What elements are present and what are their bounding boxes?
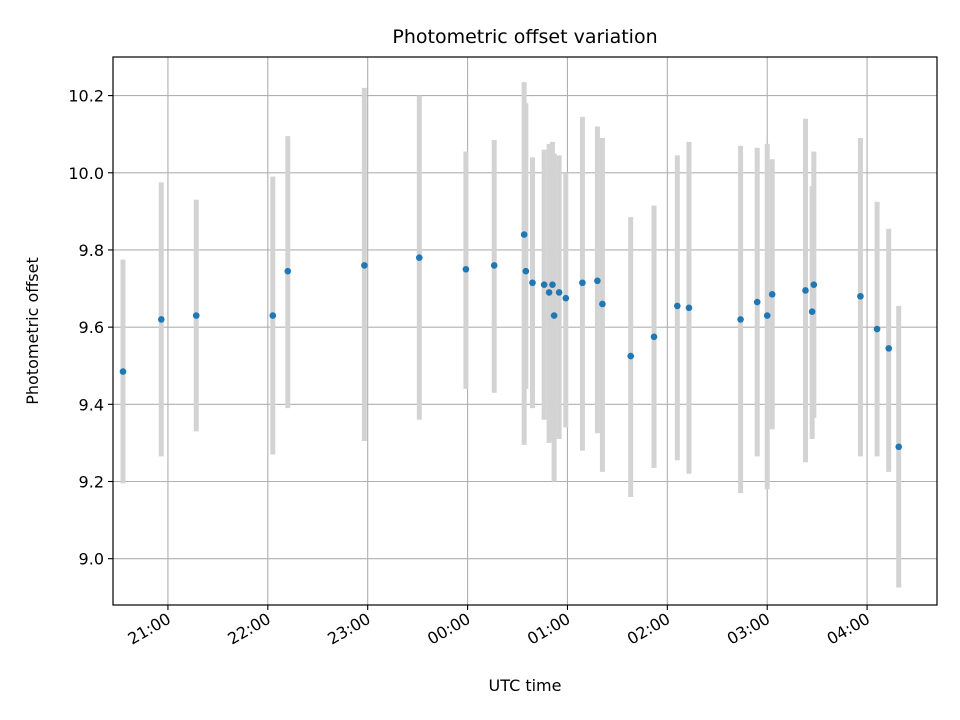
x-axis-label: UTC time xyxy=(489,676,562,695)
data-point xyxy=(529,279,536,287)
y-tick-label: 9.8 xyxy=(79,241,104,260)
data-point xyxy=(490,262,498,269)
data-point xyxy=(522,267,530,275)
data-point xyxy=(192,312,200,319)
data-point xyxy=(768,291,776,298)
data-point xyxy=(885,345,893,352)
data-point xyxy=(361,262,368,269)
data-point xyxy=(555,289,563,296)
data-point xyxy=(737,316,744,323)
data-point xyxy=(579,279,586,287)
data-point xyxy=(810,281,818,288)
y-tick-label: 10.2 xyxy=(68,87,104,106)
data-point xyxy=(520,231,528,238)
data-point xyxy=(599,300,606,308)
data-point xyxy=(650,333,658,341)
data-point xyxy=(415,254,423,261)
data-point xyxy=(284,267,292,275)
y-axis-label: Photometric offset xyxy=(23,257,42,405)
data-point xyxy=(763,312,771,319)
data-point xyxy=(802,287,809,294)
plot-frame xyxy=(112,56,938,606)
y-tick-label: 10.0 xyxy=(68,164,104,183)
data-point xyxy=(873,325,881,333)
data-point xyxy=(685,304,693,312)
data-point xyxy=(157,316,165,323)
data-point xyxy=(857,292,864,300)
y-tick-label: 9.6 xyxy=(79,318,104,337)
data-point xyxy=(269,312,277,319)
y-tick-label: 9.2 xyxy=(79,473,104,492)
y-tick-label: 9.0 xyxy=(79,550,104,569)
data-point xyxy=(594,277,601,285)
data-point xyxy=(545,289,553,296)
y-axis-ticks: 9.0 9.2 9.4 9.6 9.8 10.0 10.2 xyxy=(68,87,113,569)
data-point xyxy=(540,281,548,288)
data-point xyxy=(462,265,470,273)
data-point xyxy=(674,302,681,310)
data-point xyxy=(119,368,127,375)
data-point xyxy=(550,312,558,319)
data-points xyxy=(119,231,903,451)
chart-title: Photometric offset variation xyxy=(392,26,657,48)
data-point xyxy=(753,298,761,306)
data-point xyxy=(549,281,556,288)
data-point xyxy=(895,443,903,451)
data-point xyxy=(562,294,570,302)
data-point xyxy=(627,352,635,360)
y-tick-label: 9.4 xyxy=(79,395,104,414)
data-point xyxy=(808,308,816,316)
